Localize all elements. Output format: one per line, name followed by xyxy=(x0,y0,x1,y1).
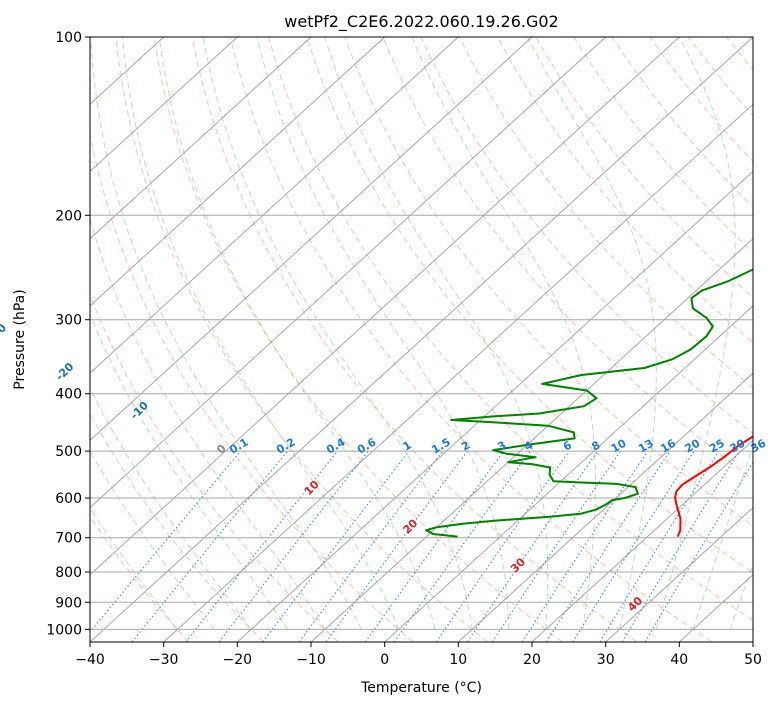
isotherm-line xyxy=(90,37,607,509)
isotherm-line xyxy=(90,37,753,642)
y-tick-label: 700 xyxy=(55,531,82,547)
dry-adiabat-line xyxy=(90,412,264,642)
y-tick-label: 600 xyxy=(55,491,82,507)
dry-adiabat-line xyxy=(268,37,753,622)
dry-adiabat-line xyxy=(90,515,190,642)
mixing-ratio-line xyxy=(491,450,621,642)
x-tick-label: −40 xyxy=(75,652,105,668)
moist-adiabat-line xyxy=(692,444,753,630)
isotherm-line xyxy=(90,37,386,307)
dry-adiabat-line xyxy=(115,37,488,642)
isotherm-line xyxy=(90,37,238,173)
x-tick-label: 0 xyxy=(380,652,389,668)
mixing-ratio-line xyxy=(435,450,570,642)
dry-adiabat-line xyxy=(191,37,638,642)
moist-adiabat-line xyxy=(158,37,436,630)
moist-adiabat-line xyxy=(324,37,549,630)
dry-adiabat-line xyxy=(496,37,753,344)
mixing-ratio-line xyxy=(262,450,410,642)
moist-adiabat-line xyxy=(90,387,252,630)
isotherm-line xyxy=(163,103,753,642)
chart-title: wetPf2_C2E6.2022.060.19.26.G02 xyxy=(284,12,558,32)
y-tick-label: 800 xyxy=(55,565,82,581)
mixing-ratio-line xyxy=(545,450,671,642)
y-tick-label: 100 xyxy=(55,30,82,46)
moist-adiabat-line xyxy=(90,506,178,630)
mixing-ratio-line xyxy=(185,450,339,642)
mixing-ratio-line xyxy=(621,450,740,642)
mixing-ratio-line xyxy=(467,450,599,642)
moist-adiabat-line xyxy=(90,37,363,630)
mixing-ratio-line xyxy=(298,450,444,642)
y-tick-label: 400 xyxy=(55,387,82,403)
y-tick-label: 500 xyxy=(55,444,82,460)
temperature-profile-line xyxy=(674,435,753,537)
isotherm-line xyxy=(457,372,753,642)
moist-adiabat-line xyxy=(256,37,510,630)
moist-adiabat-line xyxy=(90,313,289,630)
dry-adiabat-line xyxy=(153,37,563,642)
x-tick-label: 40 xyxy=(670,652,688,668)
x-tick-label: 20 xyxy=(523,652,541,668)
dry-adiabat-label: -30 xyxy=(0,321,9,344)
mixing-ratio-line xyxy=(325,450,468,642)
moist-adiabat-line xyxy=(729,563,753,630)
y-tick-label: 1000 xyxy=(46,622,82,638)
x-tick-label: 10 xyxy=(449,652,467,668)
dewpoint-profile-line xyxy=(425,268,753,538)
axis-ticks: −40 −30 −20 −10 0 10 20 30 40 50 1000 900 800 700 600 5… xyxy=(46,30,762,668)
dry-adiabat-line xyxy=(90,131,414,642)
mixing-ratio-line xyxy=(364,450,505,642)
isotherm-line xyxy=(90,37,312,240)
isotherm-line xyxy=(236,170,753,642)
isotherm-line xyxy=(384,305,753,642)
isotherm-line xyxy=(531,439,753,642)
isotherm-line xyxy=(310,238,753,642)
mixing-ratio-line xyxy=(521,450,649,642)
x-axis-label: Temperature (°C) xyxy=(360,680,482,696)
profile-lines xyxy=(425,268,753,538)
mixing-ratio-line xyxy=(572,450,695,642)
y-tick-label: 300 xyxy=(55,313,82,329)
background-lines xyxy=(90,37,753,642)
isotherm-line xyxy=(90,37,680,576)
isotherm-line xyxy=(90,37,533,441)
y-tick-label: 900 xyxy=(55,595,82,611)
x-tick-label: 30 xyxy=(597,652,615,668)
dry-adiabat-line xyxy=(535,37,753,298)
dry-adiabat-line xyxy=(306,37,753,574)
x-tick-label: −10 xyxy=(296,652,326,668)
dry-adiabat-line xyxy=(382,37,753,481)
plot-frame xyxy=(89,36,754,643)
dry-adiabat-line xyxy=(229,37,712,642)
x-tick-label: 50 xyxy=(744,652,762,668)
x-tick-label: −20 xyxy=(223,652,253,668)
x-tick-label: −30 xyxy=(149,652,179,668)
mixing-ratio-line xyxy=(131,450,289,642)
moist-adiabat-line xyxy=(527,37,657,630)
isotherm-line xyxy=(605,506,753,642)
isotherm-line xyxy=(90,37,459,374)
y-tick-label: 200 xyxy=(55,208,82,224)
moist-adiabat-line xyxy=(121,37,399,630)
moist-adiabat-line xyxy=(411,37,596,630)
moist-adiabat-line xyxy=(90,450,215,630)
mixing-ratio-line xyxy=(90,450,242,633)
y-axis-label: Pressure (hPa) xyxy=(12,289,28,389)
moist-adiabat-line xyxy=(655,37,736,630)
